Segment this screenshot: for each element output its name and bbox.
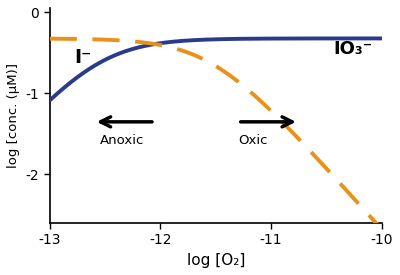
Y-axis label: log [conc. (μM)]: log [conc. (μM)]	[7, 63, 20, 168]
X-axis label: log [O₂]: log [O₂]	[186, 253, 245, 268]
Text: Anoxic: Anoxic	[100, 134, 144, 147]
Text: IO₃⁻: IO₃⁻	[334, 40, 373, 58]
Text: I⁻: I⁻	[74, 48, 91, 67]
Text: Oxic: Oxic	[238, 134, 267, 147]
